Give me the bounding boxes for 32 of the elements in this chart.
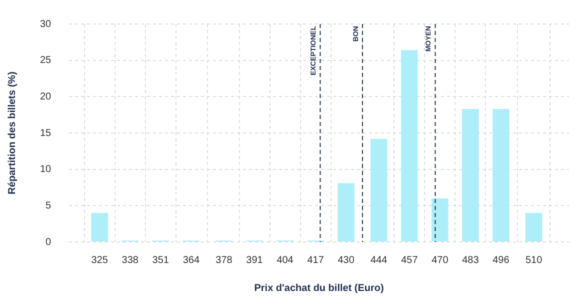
x-tick-label: 496 bbox=[492, 254, 510, 266]
x-axis-title: Prix d'achat du billet (Euro) bbox=[254, 282, 384, 294]
x-tick-label: 378 bbox=[216, 254, 233, 266]
y-tick-label: 15 bbox=[40, 128, 52, 139]
bar bbox=[401, 50, 418, 242]
x-tick-label: 444 bbox=[370, 254, 388, 266]
y-axis-title: Répartition des billets (%) bbox=[6, 72, 18, 194]
bar bbox=[338, 183, 354, 242]
bar bbox=[462, 109, 479, 242]
x-tick-label: 404 bbox=[276, 254, 294, 266]
y-tick-label: 30 bbox=[40, 18, 52, 30]
x-tick-label: 391 bbox=[246, 254, 264, 266]
x-tick-label: 483 bbox=[462, 254, 480, 266]
bar bbox=[370, 138, 388, 242]
x-tick-label: 510 bbox=[525, 254, 543, 266]
x-tick-label: 364 bbox=[182, 254, 200, 266]
y-tick-label: 10 bbox=[40, 164, 52, 176]
y-tick-label: 20 bbox=[40, 91, 52, 102]
y-tick-label: 0 bbox=[46, 236, 52, 248]
x-tick-label: 325 bbox=[91, 254, 108, 266]
y-tick-label: 25 bbox=[40, 55, 52, 66]
y-tick-label: 5 bbox=[46, 200, 52, 212]
bar bbox=[91, 212, 108, 242]
x-tick-label: 457 bbox=[401, 254, 418, 266]
x-tick-label: 430 bbox=[338, 254, 355, 266]
x-tick-label: 470 bbox=[432, 254, 449, 266]
bar bbox=[525, 212, 542, 242]
x-tick-label: 417 bbox=[307, 254, 324, 266]
x-tick-label: 351 bbox=[152, 254, 170, 266]
x-tick-label: 338 bbox=[122, 254, 139, 266]
bar bbox=[432, 198, 448, 242]
bar bbox=[492, 109, 510, 242]
